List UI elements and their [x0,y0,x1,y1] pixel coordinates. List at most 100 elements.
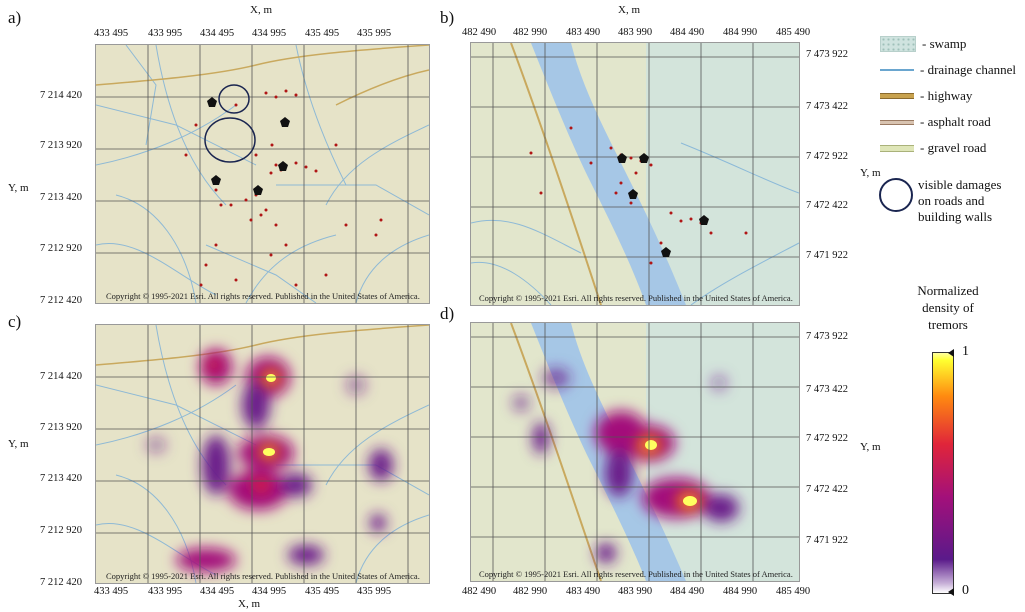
panel-a-x-ticks: 433 495 433 995 434 495 434 995 435 495 … [0,28,440,42]
y-tick: 7 472 422 [806,200,848,211]
x-tick: 484 490 [670,27,705,38]
x-tick: 483 990 [618,586,653,597]
legend-item-highway: - highway [880,86,972,106]
asphalt-line-icon [880,119,914,125]
y-tick: 7 472 922 [806,151,848,162]
x-tick: 434 995 [252,586,287,597]
x-tick: 483 990 [618,27,653,38]
panel-d-y-axis-title: Y, m [860,441,881,453]
x-tick: 435 995 [357,28,392,39]
panel-a-map: Copyright © 1995-2021 Esri. All rights r… [95,44,430,304]
colorbar-title-line: density of [922,300,974,315]
x-tick: 483 490 [566,27,601,38]
x-tick: 435 495 [305,586,340,597]
panel-b-y-axis-title: Y, m [860,167,881,179]
legend-label: - swamp [922,36,967,51]
panel-d-map: Copyright © 1995-2021 Esri. All rights r… [470,322,800,582]
x-tick: 483 490 [566,586,601,597]
x-tick: 434 495 [200,28,235,39]
y-tick: 7 212 420 [40,577,82,588]
panel-a-copyright: Copyright © 1995-2021 Esri. All rights r… [106,291,420,301]
x-tick: 482 490 [462,27,497,38]
y-tick: 7 212 920 [40,525,82,536]
x-tick: 485 490 [776,586,811,597]
x-tick: 434 995 [252,28,287,39]
x-tick: 482 490 [462,586,497,597]
legend-label: - drainage channel [920,62,1017,77]
legend-item-gravel-road: - gravel road [880,138,986,158]
panel-a-x-axis-title: X, m [250,4,272,16]
y-tick: 7 214 420 [40,90,82,101]
panel-a-letter: a) [8,8,22,27]
colorbar-min-marker-icon [948,588,954,596]
y-tick: 7 471 922 [806,535,848,546]
panel-c-copyright: Copyright © 1995-2021 Esri. All rights r… [106,571,420,581]
y-tick: 7 473 922 [806,49,848,60]
y-tick: 7 473 422 [806,384,848,395]
panel-c-y-axis-title: Y, m [8,438,29,450]
y-tick: 7 473 422 [806,101,848,112]
x-tick: 484 490 [670,586,705,597]
panel-a-y-axis-title: Y, m [8,182,29,194]
x-tick: 435 995 [357,586,392,597]
panel-d-letter: d) [440,304,455,323]
legend-item-drainage-channel: - drainage channel [880,60,1016,80]
x-tick: 433 495 [94,28,129,39]
damage-label-line: on roads and [918,193,985,208]
panel-b-map: Copyright © 1995-2021 Esri. All rights r… [470,42,800,306]
panel-c-heatmap [96,325,429,583]
colorbar [932,352,954,594]
x-tick: 434 495 [200,586,235,597]
x-tick: 485 490 [776,27,811,38]
x-tick: 484 990 [723,27,758,38]
legend-item-swamp: - swamp [880,34,966,54]
swamp-swatch-icon [880,36,916,52]
panel-d-x-ticks: 482 490 482 990 483 490 483 990 484 490 … [0,586,830,600]
y-tick: 7 473 922 [806,331,848,342]
y-tick: 7 471 922 [806,250,848,261]
x-tick: 433 995 [148,28,183,39]
y-tick: 7 213 420 [40,192,82,203]
y-tick: 7 214 420 [40,371,82,382]
colorbar-max-label: 1 [962,344,969,359]
panel-d-heatmap [471,323,799,581]
x-tick: 482 990 [513,27,548,38]
panel-b-x-ticks: 482 490 482 990 483 490 483 990 484 490 … [0,27,830,41]
colorbar-title-line: Normalized [917,283,979,298]
panel-c-x-ticks: 433 495 433 995 434 495 434 995 435 495 … [0,586,440,600]
drainage-line-icon [880,69,914,71]
y-tick: 7 213 920 [40,140,82,151]
legend-label: - highway [920,88,973,103]
panel-c-letter: c) [8,312,22,331]
x-tick: 435 495 [305,28,340,39]
damage-label-line: building walls [918,209,993,224]
y-tick: 7 212 420 [40,295,82,306]
colorbar-title-line: tremors [928,317,968,332]
panel-b-x-axis-title: X, m [618,4,640,16]
x-tick: 484 990 [723,586,758,597]
colorbar-title: Normalized density of tremors [888,282,1008,333]
x-tick: 433 995 [148,586,183,597]
colorbar-max-marker-icon [948,349,954,357]
legend-label: - asphalt road [920,114,991,129]
legend-label: - gravel road [920,140,987,155]
legend-item-asphalt-road: - asphalt road [880,112,991,132]
panel-d-copyright: Copyright © 1995-2021 Esri. All rights r… [479,569,793,579]
highway-line-icon [880,93,914,99]
gravel-line-icon [880,144,914,152]
panel-c-map: Copyright © 1995-2021 Esri. All rights r… [95,324,430,584]
y-tick: 7 212 920 [40,243,82,254]
damage-circle-icon [879,178,913,212]
panel-a-map-graphic [96,45,429,303]
panel-b-copyright: Copyright © 1995-2021 Esri. All rights r… [479,293,793,303]
panel-b-map-graphic [471,43,799,305]
y-tick: 7 213 920 [40,422,82,433]
y-tick: 7 472 422 [806,484,848,495]
panel-b-letter: b) [440,8,455,27]
damage-label-line: visible damages [918,177,1002,192]
x-tick: 482 990 [513,586,548,597]
damage-legend-text: visible damages on roads and building wa… [918,177,1001,225]
y-tick: 7 472 922 [806,433,848,444]
x-tick: 433 495 [94,586,129,597]
colorbar-min-label: 0 [962,583,969,598]
